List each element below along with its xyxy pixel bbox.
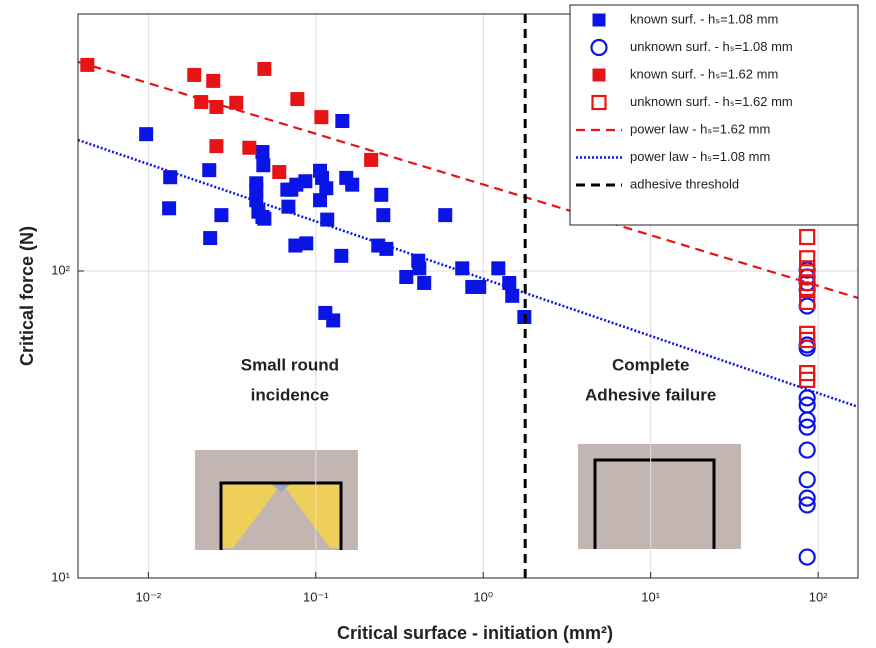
illustration-right xyxy=(578,444,741,549)
marker xyxy=(326,313,341,328)
marker xyxy=(590,38,608,57)
marker xyxy=(799,331,816,349)
marker xyxy=(799,228,816,246)
marker xyxy=(281,199,296,214)
x-tick-label: 10⁰ xyxy=(473,589,493,604)
line xyxy=(77,138,859,409)
marker xyxy=(313,193,328,208)
annotation: Complete xyxy=(612,356,689,375)
marker xyxy=(214,208,229,223)
legend: known surf. - hₛ=1.08 mm unknown surf. - … xyxy=(569,4,859,226)
marker xyxy=(209,139,224,154)
marker xyxy=(298,174,313,189)
marker xyxy=(80,57,95,72)
marker xyxy=(374,187,389,202)
x-tick-label: 10¹ xyxy=(641,589,660,604)
marker xyxy=(255,145,270,160)
marker xyxy=(288,238,303,253)
annotation: Adhesive failure xyxy=(585,386,716,405)
marker xyxy=(257,61,272,76)
line xyxy=(77,60,859,299)
marker xyxy=(299,236,314,251)
x-tick-label: 10² xyxy=(809,589,828,604)
marker xyxy=(399,269,414,284)
marker xyxy=(315,170,330,185)
marker xyxy=(376,208,391,223)
marker xyxy=(591,94,607,111)
legend-label: unknown surf. - hₛ=1.08 mm xyxy=(630,39,793,54)
marker xyxy=(206,73,221,88)
legend-label: known surf. - hₛ=1.08 mm xyxy=(630,11,778,26)
marker xyxy=(798,496,816,514)
marker xyxy=(249,182,264,197)
marker xyxy=(272,165,287,180)
marker xyxy=(256,158,271,173)
illustration-left xyxy=(195,450,358,550)
legend-label: adhesive threshold xyxy=(630,176,739,191)
marker xyxy=(799,293,816,310)
marker xyxy=(255,209,270,224)
marker xyxy=(798,441,816,459)
marker xyxy=(345,177,360,192)
marker xyxy=(798,411,816,429)
annotation: Small round xyxy=(241,356,339,375)
marker xyxy=(242,140,257,155)
annotation: incidence xyxy=(251,386,329,405)
marker xyxy=(472,279,487,294)
marker xyxy=(438,208,453,223)
marker xyxy=(320,212,335,227)
marker xyxy=(798,489,816,507)
marker xyxy=(505,288,520,303)
marker xyxy=(798,389,816,407)
x-axis-title: Critical surface - initiation (mm²) xyxy=(337,623,613,643)
marker xyxy=(290,92,305,107)
legend-label: unknown surf. - hₛ=1.62 mm xyxy=(630,94,793,109)
axes-frame xyxy=(77,13,859,579)
marker xyxy=(187,67,202,82)
marker xyxy=(334,248,349,263)
marker xyxy=(162,201,177,216)
x-tick-label: 10⁻² xyxy=(136,589,162,604)
y-tick-label: 10¹ xyxy=(51,569,70,584)
marker xyxy=(229,95,244,110)
marker xyxy=(364,152,379,167)
legend-label: power law - hₛ=1.62 mm xyxy=(630,121,770,136)
marker xyxy=(799,250,816,267)
legend-label: known surf. - hₛ=1.62 mm xyxy=(630,66,778,81)
marker xyxy=(592,13,606,27)
marker xyxy=(799,281,816,299)
marker xyxy=(798,548,816,566)
marker xyxy=(592,68,606,82)
y-tick-label: 10² xyxy=(51,262,70,277)
legend-box xyxy=(569,4,859,226)
marker xyxy=(203,231,218,246)
x-tick-label: 10⁻¹ xyxy=(303,589,329,604)
marker xyxy=(202,163,217,178)
marker xyxy=(798,418,816,436)
marker xyxy=(417,275,432,290)
marker xyxy=(799,371,816,388)
marker xyxy=(502,275,517,290)
marker xyxy=(491,261,506,276)
marker xyxy=(335,113,350,128)
marker xyxy=(798,471,816,489)
marker xyxy=(412,261,427,276)
y-axis-title: Critical force (N) xyxy=(17,226,37,366)
legend-label: power law - hₛ=1.08 mm xyxy=(630,149,770,164)
marker xyxy=(139,127,154,142)
marker xyxy=(455,261,470,276)
marker xyxy=(314,110,329,125)
